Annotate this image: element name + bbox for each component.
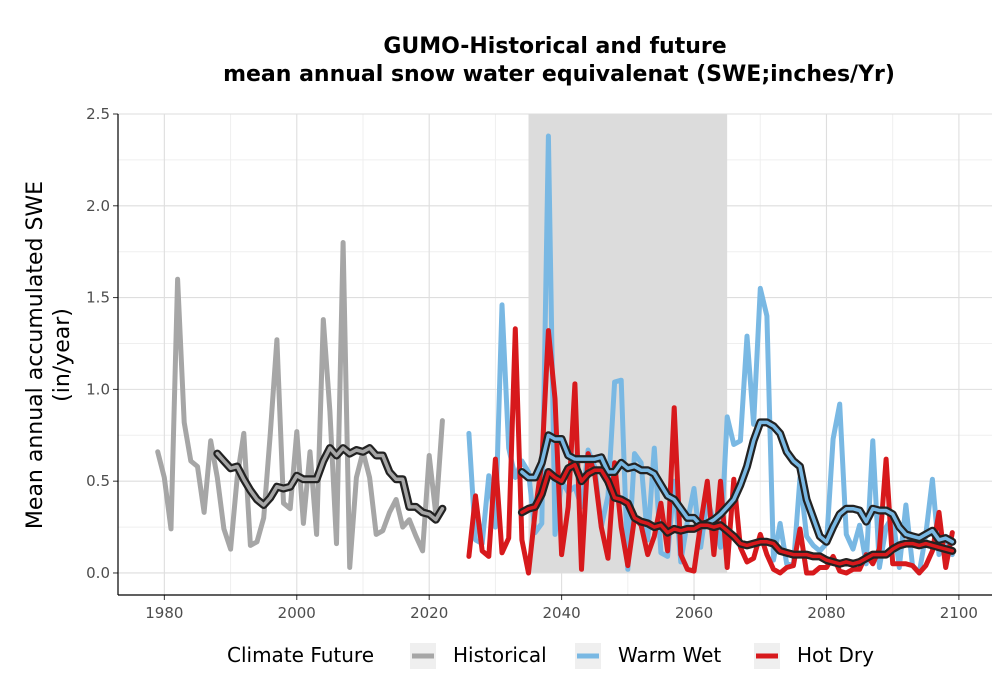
legend-label-hot-dry: Hot Dry	[797, 643, 874, 667]
warm-wet-rolling-mean	[520, 420, 955, 544]
x-tick-label: 1980	[145, 604, 183, 622]
x-tick-label: 2080	[807, 604, 845, 622]
y-tick-label: 0.5	[86, 472, 110, 490]
y-axis-title-line2: (in/year)	[50, 308, 75, 402]
axes-layer	[113, 113, 992, 600]
y-tick-label: 2.5	[86, 105, 110, 123]
y-tick-label: 2.0	[86, 197, 110, 215]
y-axis-title-line1: Mean annual accumulated SWE	[23, 181, 48, 529]
y-tick-label: 0.0	[86, 564, 110, 582]
x-tick-label: 2020	[410, 604, 448, 622]
x-tick-label: 2100	[940, 604, 978, 622]
legend-label-historical: Historical	[453, 643, 547, 667]
legend-label-warm-wet: Warm Wet	[618, 643, 721, 667]
chart-title-line1: GUMO-Historical and future	[383, 34, 726, 59]
x-tick-label: 2000	[278, 604, 316, 622]
x-tick-label: 2040	[543, 604, 581, 622]
legend: Climate Future Historical Warm Wet Hot Dry	[227, 643, 874, 669]
x-tick-label: 2060	[675, 604, 713, 622]
y-tick-label: 1.0	[86, 380, 110, 398]
legend-title: Climate Future	[227, 643, 374, 667]
y-tick-label: 1.5	[86, 289, 110, 307]
historical-rolling-mean	[215, 446, 445, 522]
chart-title-line2: mean annual snow water equivalenat (SWE;…	[223, 62, 895, 87]
series-historical	[155, 240, 445, 570]
hot-dry-rolling-mean	[520, 462, 955, 566]
tick-labels-layer: 1980 2000 2020 2040 2060 2080 2100 0.0 0.5 1.0 1.5…	[86, 105, 978, 622]
series-layer	[155, 133, 957, 576]
